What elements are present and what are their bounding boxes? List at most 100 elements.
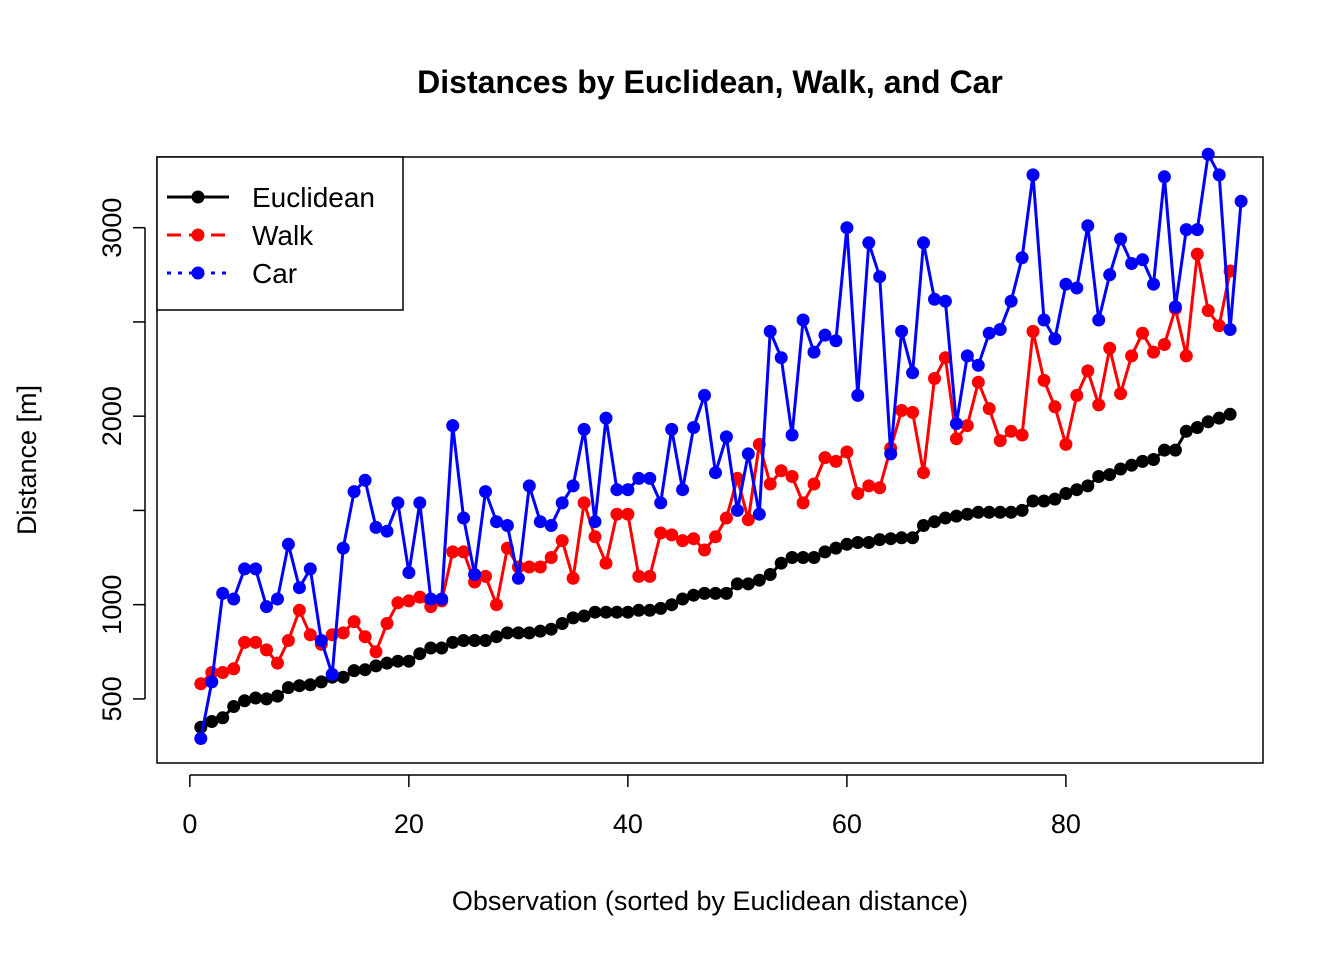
data-point [1114, 462, 1128, 476]
data-point [1070, 483, 1084, 497]
data-point [205, 715, 219, 728]
data-point [205, 675, 219, 689]
data-point [358, 663, 372, 677]
data-point [949, 509, 963, 523]
data-point [446, 545, 460, 559]
data-point [1092, 313, 1106, 327]
data-point [632, 471, 646, 485]
data-point [906, 405, 920, 419]
data-point [1037, 373, 1051, 387]
data-point [1015, 503, 1029, 517]
legend-marker [191, 266, 205, 280]
data-point [588, 605, 602, 619]
data-point [741, 513, 755, 527]
data-point [796, 313, 810, 327]
data-point [238, 562, 252, 576]
data-point [1212, 319, 1226, 333]
data-point [785, 428, 799, 442]
data-point [906, 366, 920, 380]
data-point [698, 388, 711, 402]
data-point [468, 568, 482, 581]
data-point [862, 479, 876, 493]
data-point [971, 358, 985, 372]
data-point [621, 483, 635, 497]
data-point [807, 345, 821, 359]
data-point [457, 545, 471, 559]
data-point [402, 594, 416, 608]
data-point [719, 586, 733, 600]
data-point [216, 586, 230, 600]
data-point [314, 634, 328, 647]
data-point [292, 603, 306, 617]
data-point [829, 541, 843, 555]
data-point [752, 573, 766, 587]
data-point [1157, 338, 1171, 351]
data-point [1179, 424, 1193, 438]
data-point [993, 434, 1007, 448]
data-point [271, 656, 284, 670]
data-point [479, 569, 492, 583]
data-point [763, 477, 777, 491]
data-point [917, 466, 930, 480]
x-axis-label: Observation (sorted by Euclidean distanc… [452, 886, 968, 916]
data-point [1048, 400, 1062, 414]
legend-marker [191, 228, 205, 242]
y-tick-label: 3000 [97, 198, 127, 258]
data-point [1037, 313, 1051, 327]
data-point [1081, 219, 1095, 233]
data-point [993, 323, 1007, 336]
data-point [687, 588, 701, 602]
data-point [358, 473, 372, 487]
data-point [544, 519, 558, 532]
x-tick-label: 60 [832, 809, 862, 839]
data-point [818, 545, 832, 559]
data-point [884, 532, 898, 546]
data-point [895, 531, 909, 545]
data-point [1004, 424, 1018, 438]
data-point [1059, 487, 1073, 500]
data-point [665, 422, 679, 436]
data-point [818, 451, 832, 465]
data-point [588, 515, 602, 529]
data-point [840, 445, 854, 459]
legend-item: Euclidean [167, 182, 375, 213]
data-point [303, 678, 317, 692]
data-point [1070, 388, 1084, 402]
data-point [643, 471, 657, 485]
data-point [687, 532, 701, 546]
data-point [1070, 281, 1084, 295]
y-tick-label: 1000 [97, 575, 127, 635]
data-point [862, 236, 876, 250]
data-point [1125, 458, 1139, 472]
data-point [698, 586, 711, 600]
data-point [632, 603, 646, 617]
data-point [610, 483, 624, 497]
data-point [938, 294, 952, 308]
data-point [479, 634, 492, 647]
data-point [533, 560, 547, 574]
data-point [873, 533, 887, 547]
data-point [227, 592, 241, 606]
data-point [938, 351, 952, 365]
data-point [1168, 443, 1182, 457]
data-point [730, 503, 744, 517]
data-point [741, 577, 755, 591]
data-point [774, 556, 788, 570]
data-point [1212, 411, 1226, 425]
data-point [906, 531, 920, 545]
legend: Euclidean Walk Car [156, 156, 404, 311]
data-point [654, 601, 668, 615]
data-point [435, 592, 449, 606]
data-point [1125, 257, 1139, 270]
data-point [490, 630, 503, 644]
data-point [1157, 170, 1171, 184]
data-point [500, 626, 514, 640]
data-point [380, 656, 394, 670]
data-point [1103, 268, 1117, 282]
x-tick-label: 0 [182, 809, 197, 839]
data-point [1179, 349, 1193, 363]
data-point [413, 647, 427, 661]
series-car [194, 147, 1248, 745]
data-point [1092, 470, 1106, 483]
